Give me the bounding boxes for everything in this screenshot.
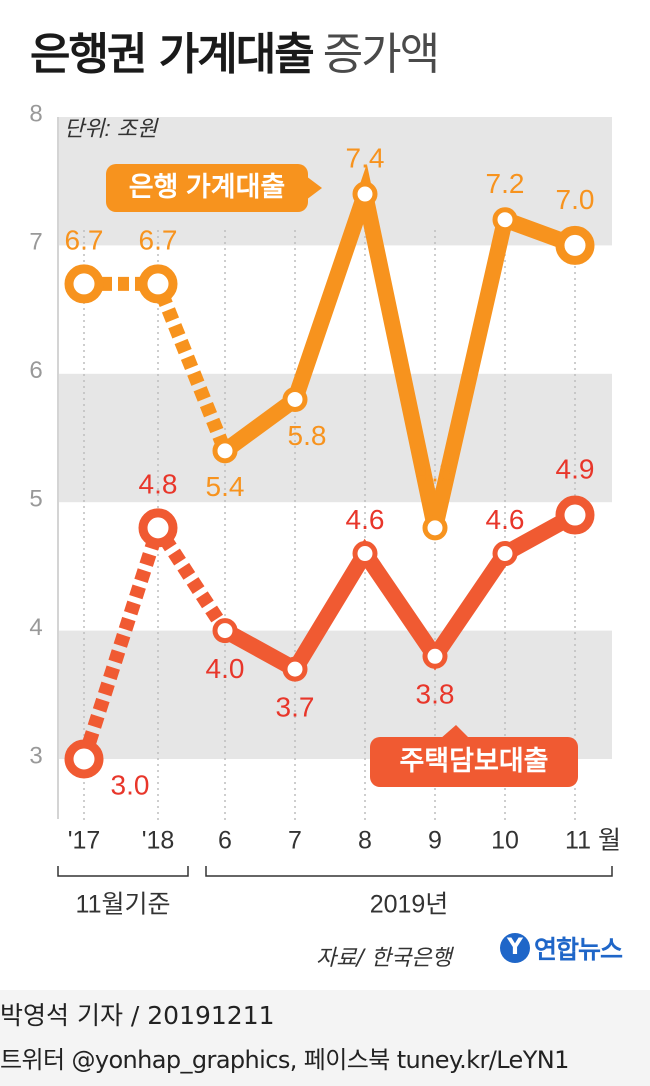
mortgage-point xyxy=(422,643,448,669)
household-value-label: 6.7 xyxy=(139,224,178,255)
mortgage-point xyxy=(282,656,308,682)
household-legend-box xyxy=(106,164,308,212)
mortgage-legend-tail xyxy=(440,725,470,739)
household-value-label: 7.2 xyxy=(486,168,525,199)
mortgage-value-label: 4.0 xyxy=(206,653,245,684)
household-point xyxy=(64,264,104,304)
byline: 박영석 기자 / 20191211 xyxy=(0,1001,275,1030)
household-value-label: 4.8 xyxy=(416,456,455,487)
x-tick-label: 7 xyxy=(288,827,302,855)
x-tick-label: 9 xyxy=(428,827,442,855)
yonhap-logo-icon: Y xyxy=(500,933,530,963)
line-chart: 3 4 5 6 7 8 단위: 조원 '17 '18 6 7 8 9 10 11 월 11월기준 2019년 6.… xyxy=(29,100,621,919)
title-main: 은행권 가계대출 xyxy=(30,29,315,80)
mortgage-value-label: 3.0 xyxy=(111,769,150,800)
household-point xyxy=(422,515,448,541)
household-value-label: 5.4 xyxy=(206,471,245,502)
y-tick-label: 6 xyxy=(29,357,42,384)
x-tick-label: 8 xyxy=(358,827,372,855)
household-value-label: 5.8 xyxy=(288,420,327,451)
household-point xyxy=(138,264,178,304)
title-sub: 증가액 xyxy=(322,29,440,80)
mortgage-value-label: 3.8 xyxy=(416,679,455,710)
bracket-left xyxy=(57,866,189,877)
y-tick-label: 5 xyxy=(29,486,42,513)
mortgage-value-label: 3.7 xyxy=(276,692,315,723)
y-tick-label: 8 xyxy=(29,100,42,127)
x-tick-label: '18 xyxy=(142,827,175,855)
mortgage-value-label: 4.6 xyxy=(346,504,385,535)
y-tick-label: 3 xyxy=(29,742,42,769)
grid-band xyxy=(58,373,612,503)
household-value-label: 7.4 xyxy=(346,142,385,173)
source-label: 자료/ 한국은행 xyxy=(316,946,452,971)
household-point xyxy=(212,438,238,464)
mortgage-point xyxy=(212,618,238,644)
mortgage-point xyxy=(555,495,595,535)
household-legend-text: 은행 가계대출 xyxy=(129,172,286,202)
household-point xyxy=(352,181,378,207)
yonhap-logo-text: 연합뉴스 xyxy=(534,935,623,964)
byline-social: 트위터 @yonhap_graphics, 페이스북 tuney.kr/LeYN… xyxy=(0,1046,569,1074)
mortgage-value-label: 4.6 xyxy=(486,504,525,535)
unit-label: 단위: 조원 xyxy=(64,116,159,141)
x-tick-label: 10 xyxy=(491,827,519,855)
household-legend-tail xyxy=(306,176,322,200)
yonhap-logo: Y 연합뉴스 xyxy=(500,930,623,966)
x-tick-label: 11 월 xyxy=(565,827,621,855)
chart-title: 은행권 가계대출 증가액 xyxy=(30,18,440,82)
y-tick-label: 4 xyxy=(29,614,42,641)
mortgage-legend-box xyxy=(370,737,578,787)
x-tick-label: '17 xyxy=(68,827,101,855)
footer xyxy=(0,990,650,1086)
mortgage-point xyxy=(352,541,378,567)
household-value-label: 6.7 xyxy=(65,224,104,255)
x-tick-label: 6 xyxy=(218,827,232,855)
group-label-right: 2019년 xyxy=(370,891,449,919)
group-label-left: 11월기준 xyxy=(76,891,171,919)
household-point xyxy=(492,207,518,233)
mortgage-solid-line xyxy=(221,508,579,680)
y-tick-label: 7 xyxy=(29,229,42,256)
mortgage-value-label: 4.8 xyxy=(139,468,178,499)
household-point xyxy=(282,386,308,412)
mortgage-point xyxy=(64,739,104,779)
mortgage-legend-text: 주택담보대출 xyxy=(399,746,548,776)
household-value-label: 7.0 xyxy=(556,184,595,215)
bracket-right xyxy=(205,866,613,877)
mortgage-value-label: 4.9 xyxy=(556,453,595,484)
household-point xyxy=(555,225,595,265)
mortgage-point xyxy=(138,508,178,548)
mortgage-point xyxy=(492,541,518,567)
